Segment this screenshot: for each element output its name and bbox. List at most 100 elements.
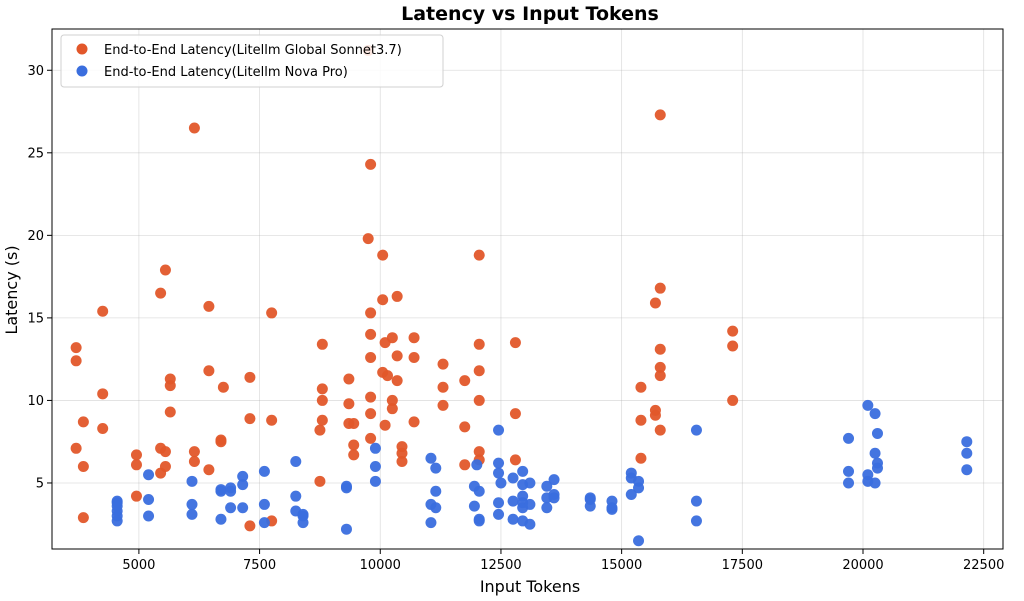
data-point-sonnet (130, 490, 142, 502)
data-point-nova (237, 479, 249, 491)
data-point-sonnet (70, 442, 82, 454)
data-point-sonnet (654, 370, 666, 382)
data-point-sonnet (473, 446, 485, 458)
data-point-sonnet (244, 520, 256, 532)
data-point-sonnet (654, 282, 666, 294)
data-point-sonnet (377, 294, 389, 306)
y-tick-label: 20 (27, 229, 44, 244)
data-point-nova (143, 469, 155, 481)
data-point-nova (225, 485, 237, 497)
data-point-sonnet (473, 365, 485, 377)
x-tick-label: 12500 (480, 558, 521, 573)
data-point-sonnet (408, 352, 420, 364)
data-point-nova (961, 464, 973, 476)
data-point-sonnet (654, 424, 666, 436)
data-point-sonnet (266, 307, 278, 319)
data-point-nova (473, 515, 485, 527)
data-point-nova (495, 477, 507, 489)
data-point-sonnet (365, 328, 377, 340)
data-point-sonnet (509, 408, 521, 420)
data-point-nova (143, 510, 155, 522)
data-point-sonnet (362, 233, 374, 245)
data-point-sonnet (343, 373, 355, 385)
data-point-nova (297, 517, 309, 529)
data-point-sonnet (77, 416, 89, 428)
data-point-sonnet (396, 456, 408, 468)
x-axis-label: Input Tokens (480, 577, 580, 596)
data-point-sonnet (188, 446, 200, 458)
data-point-sonnet (509, 454, 521, 466)
data-point-sonnet (188, 456, 200, 468)
data-point-sonnet (266, 414, 278, 426)
data-point-nova (493, 508, 505, 520)
legend-marker-nova (76, 65, 88, 77)
data-point-sonnet (130, 459, 142, 471)
data-point-nova (425, 517, 437, 529)
data-point-sonnet (408, 416, 420, 428)
data-point-sonnet (459, 421, 471, 433)
data-point-sonnet (391, 375, 403, 387)
data-point-sonnet (382, 370, 394, 382)
data-point-sonnet (348, 418, 360, 430)
data-point-nova (843, 477, 855, 489)
data-point-nova (430, 485, 442, 497)
data-point-nova (111, 515, 123, 527)
data-point-nova (862, 399, 874, 411)
data-point-nova (633, 482, 645, 494)
data-point-sonnet (155, 287, 167, 299)
data-point-sonnet (386, 403, 398, 415)
data-point-sonnet (130, 449, 142, 461)
data-point-sonnet (159, 446, 171, 458)
data-point-sonnet (70, 355, 82, 367)
y-tick-label: 15 (27, 311, 44, 326)
data-point-sonnet (365, 307, 377, 319)
data-point-sonnet (365, 391, 377, 403)
data-point-nova (871, 427, 883, 439)
data-point-nova (493, 467, 505, 479)
y-tick-label: 10 (27, 394, 44, 409)
data-point-sonnet (316, 414, 328, 426)
data-point-sonnet (188, 122, 200, 134)
data-point-nova (843, 432, 855, 444)
data-point-sonnet (97, 305, 109, 317)
data-point-nova (507, 513, 519, 525)
y-tick-label: 5 (36, 476, 44, 491)
y-tick-label: 30 (27, 64, 44, 79)
data-point-nova (369, 460, 381, 472)
data-point-nova (690, 424, 702, 436)
data-point-nova (869, 447, 881, 459)
data-point-sonnet (348, 449, 360, 461)
data-point-sonnet (386, 394, 398, 406)
data-point-sonnet (70, 342, 82, 354)
data-point-nova (225, 502, 237, 514)
data-point-nova (258, 517, 270, 529)
data-point-sonnet (316, 394, 328, 406)
data-point-sonnet (635, 381, 647, 393)
data-point-sonnet (473, 394, 485, 406)
data-point-nova (541, 502, 553, 514)
data-point-sonnet (77, 512, 89, 524)
x-tick-label: 7500 (243, 558, 276, 573)
data-point-nova (258, 498, 270, 510)
data-point-nova (290, 490, 302, 502)
data-point-nova (633, 535, 645, 547)
data-point-sonnet (244, 371, 256, 383)
data-point-sonnet (654, 361, 666, 373)
chart-title: Latency vs Input Tokens (401, 3, 659, 25)
data-point-sonnet (473, 338, 485, 350)
data-point-sonnet (377, 249, 389, 261)
legend-label-nova: End-to-End Latency(Litellm Nova Pro) (104, 65, 348, 80)
data-point-sonnet (654, 343, 666, 355)
data-point-nova (690, 515, 702, 527)
data-point-nova (471, 459, 483, 471)
data-point-sonnet (314, 424, 326, 436)
data-point-nova (143, 493, 155, 505)
data-point-nova (237, 470, 249, 482)
data-point-sonnet (635, 452, 647, 464)
data-point-sonnet (649, 409, 661, 421)
x-tick-label: 20000 (842, 558, 883, 573)
data-point-nova (690, 495, 702, 507)
data-point-nova (237, 502, 249, 514)
data-point-sonnet (203, 300, 215, 312)
